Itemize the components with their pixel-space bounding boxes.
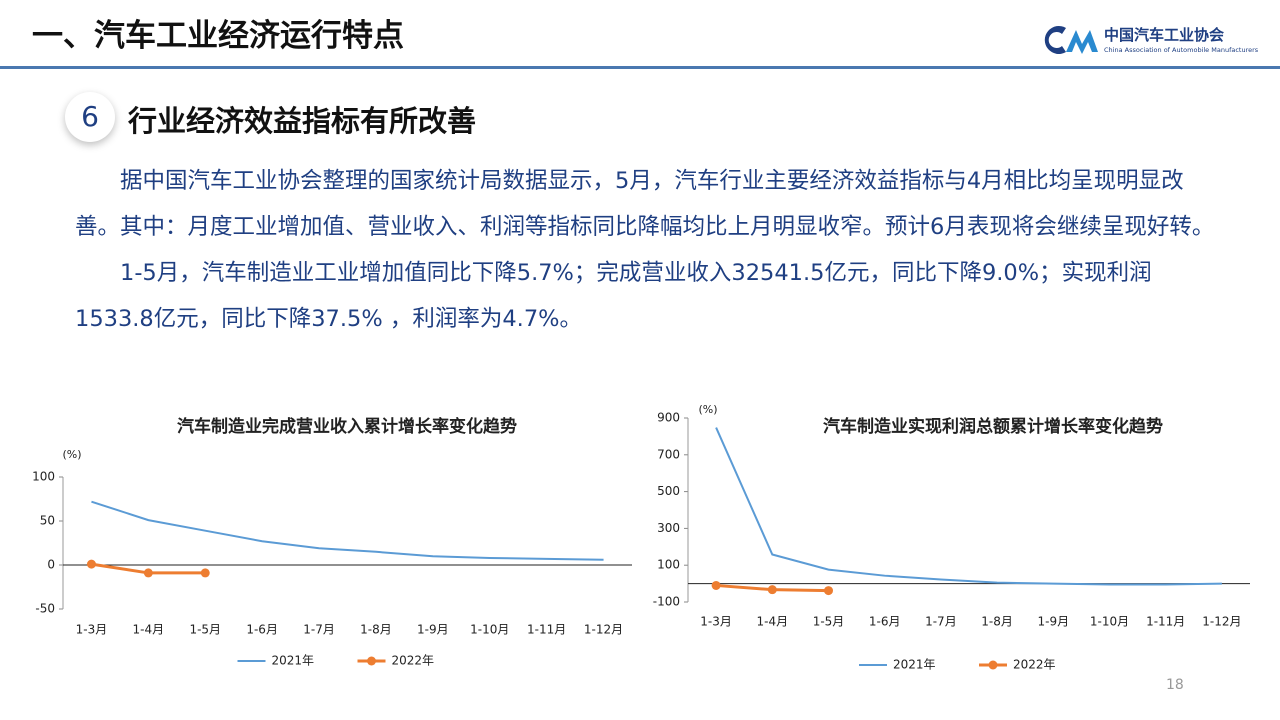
header-rule xyxy=(0,66,1280,69)
y-tick-label: 100 xyxy=(657,558,680,572)
x-tick-label: 1-3月 xyxy=(700,615,732,629)
series-marker xyxy=(143,568,153,578)
logo-subtitle: China Association of Automobile Manufact… xyxy=(1104,46,1259,54)
y-tick-label: 50 xyxy=(40,514,55,528)
y-tick-label: -50 xyxy=(35,602,55,616)
y-tick-label: 900 xyxy=(657,411,680,425)
series-marker xyxy=(711,580,721,590)
x-tick-label: 1-9月 xyxy=(417,623,449,637)
legend-label: 2022年 xyxy=(1013,658,1056,672)
legend-label: 2022年 xyxy=(392,654,435,668)
y-tick-label: 100 xyxy=(32,470,55,484)
paragraph: 据中国汽车工业协会整理的国家统计局数据显示，5月，汽车行业主要经济效益指标与4月… xyxy=(75,168,1215,240)
y-tick-label: -100 xyxy=(653,595,680,609)
x-tick-label: 1-4月 xyxy=(756,615,788,629)
page-number: 18 xyxy=(1166,677,1184,693)
x-tick-label: 1-11月 xyxy=(1146,615,1185,629)
y-tick-label: 300 xyxy=(657,521,680,535)
x-tick-label: 1-3月 xyxy=(76,623,108,637)
y-axis-label: (%) xyxy=(62,448,81,461)
x-tick-label: 1-10月 xyxy=(470,623,509,637)
body-text: 据中国汽车工业协会整理的国家统计局数据显示，5月，汽车行业主要经济效益指标与4月… xyxy=(75,158,1220,342)
paragraph: 1-5月，汽车制造业工业增加值同比下降5.7%；完成营业收入32541.5亿元，… xyxy=(75,260,1152,332)
x-tick-label: 1-10月 xyxy=(1090,615,1129,629)
x-tick-label: 1-8月 xyxy=(981,615,1013,629)
legend-label: 2021年 xyxy=(272,654,315,668)
x-tick-label: 1-5月 xyxy=(189,623,221,637)
x-tick-label: 1-11月 xyxy=(527,623,566,637)
slide-title: 一、汽车工业经济运行特点 xyxy=(32,18,404,54)
series-marker xyxy=(767,585,777,595)
x-tick-label: 1-9月 xyxy=(1037,615,1069,629)
series-line xyxy=(91,500,604,561)
logo-name: 中国汽车工业协会 xyxy=(1104,26,1225,44)
series-marker xyxy=(86,559,96,569)
series-marker xyxy=(200,568,210,578)
x-tick-label: 1-8月 xyxy=(360,623,392,637)
x-tick-label: 1-4月 xyxy=(133,623,165,637)
legend-marker xyxy=(367,656,376,666)
y-tick-label: 700 xyxy=(657,447,680,461)
legend-marker xyxy=(988,660,998,670)
x-tick-label: 1-6月 xyxy=(869,615,901,629)
y-tick-label: 0 xyxy=(47,558,55,572)
section-number: 6 xyxy=(65,92,115,142)
series-line xyxy=(715,427,1222,586)
x-tick-label: 1-7月 xyxy=(925,615,957,629)
y-tick-label: 500 xyxy=(657,484,680,498)
chart-title: 汽车制造业实现利润总额累计增长率变化趋势 xyxy=(823,416,1163,437)
x-tick-label: 1-5月 xyxy=(813,615,845,629)
x-tick-label: 1-6月 xyxy=(246,623,278,637)
chart-title: 汽车制造业完成营业收入累计增长率变化趋势 xyxy=(177,416,517,437)
legend-label: 2021年 xyxy=(893,658,936,672)
y-axis-label: (%) xyxy=(698,403,717,416)
section-heading: 行业经济效益指标有所改善 xyxy=(128,104,477,138)
series-marker xyxy=(824,586,833,596)
x-tick-label: 1-12月 xyxy=(1202,615,1241,629)
x-tick-label: 1-7月 xyxy=(303,623,335,637)
logo-mark xyxy=(1044,26,1098,54)
x-tick-label: 1-12月 xyxy=(584,623,623,637)
